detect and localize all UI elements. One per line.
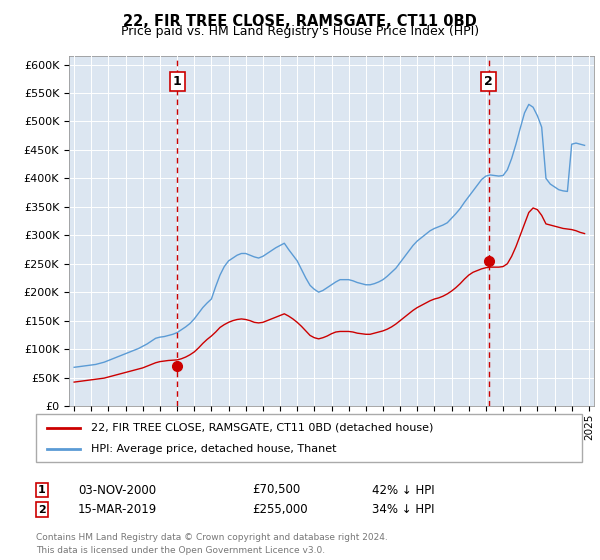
Text: 2: 2 [38,505,46,515]
Text: 22, FIR TREE CLOSE, RAMSGATE, CT11 0BD: 22, FIR TREE CLOSE, RAMSGATE, CT11 0BD [123,14,477,29]
Text: 34% ↓ HPI: 34% ↓ HPI [372,503,434,516]
Text: 15-MAR-2019: 15-MAR-2019 [78,503,157,516]
Text: £70,500: £70,500 [252,483,300,497]
Text: 1: 1 [173,75,181,88]
Text: 42% ↓ HPI: 42% ↓ HPI [372,483,434,497]
Text: 22, FIR TREE CLOSE, RAMSGATE, CT11 0BD (detached house): 22, FIR TREE CLOSE, RAMSGATE, CT11 0BD (… [91,423,433,433]
Text: £255,000: £255,000 [252,503,308,516]
Text: HPI: Average price, detached house, Thanet: HPI: Average price, detached house, Than… [91,444,336,454]
Text: Contains HM Land Registry data © Crown copyright and database right 2024.
This d: Contains HM Land Registry data © Crown c… [36,533,388,554]
Text: 1: 1 [38,485,46,495]
Text: 2: 2 [484,75,493,88]
Text: Price paid vs. HM Land Registry's House Price Index (HPI): Price paid vs. HM Land Registry's House … [121,25,479,38]
Text: 03-NOV-2000: 03-NOV-2000 [78,483,156,497]
